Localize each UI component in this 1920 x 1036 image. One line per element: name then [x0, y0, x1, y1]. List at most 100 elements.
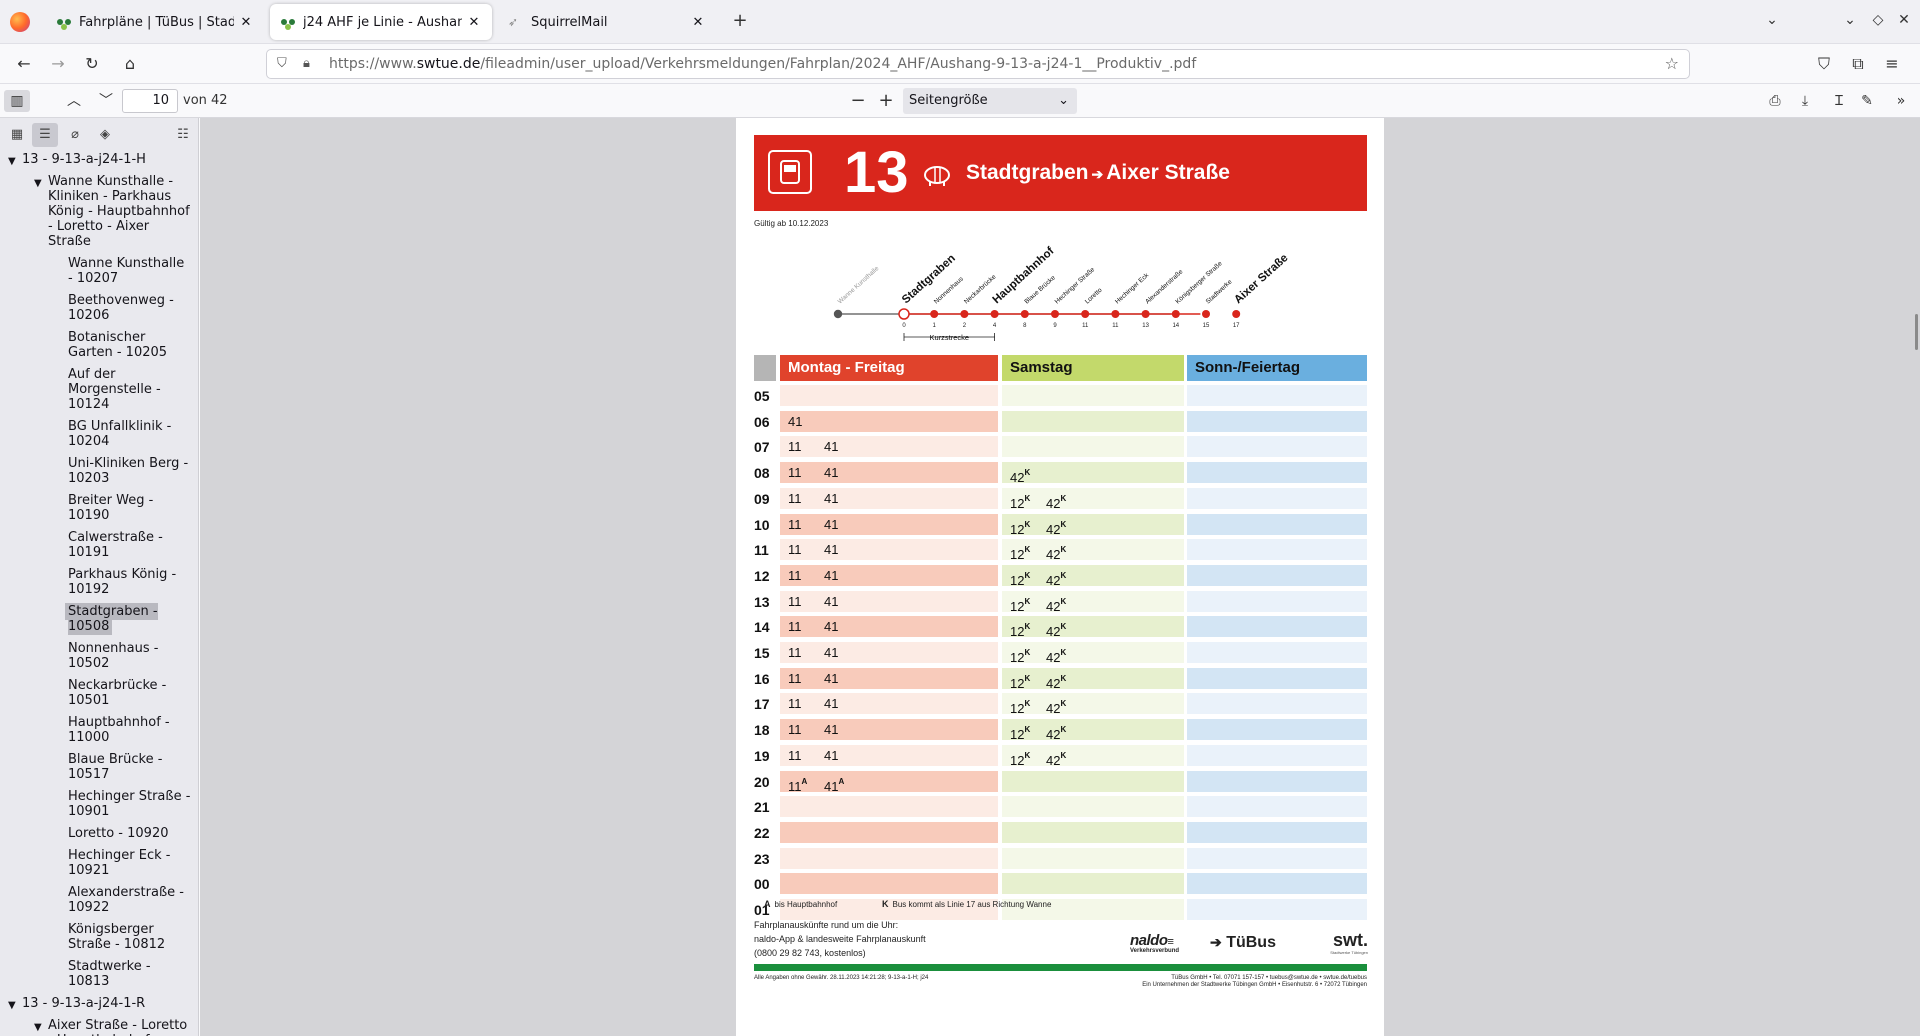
departures-cell: [780, 796, 998, 818]
outline-item[interactable]: ▼ Wanne Kunsthalle - Kliniken - Parkhaus …: [0, 174, 198, 249]
bus-icon: [768, 150, 812, 194]
list-tabs-icon[interactable]: ⌄: [1766, 12, 1778, 28]
bookmark-star-icon[interactable]: ☆: [1664, 54, 1679, 73]
draw-icon[interactable]: ✎: [1861, 93, 1873, 109]
stop-name: Hauptbahnhof: [991, 245, 1057, 306]
departure-minute: 11: [788, 745, 824, 767]
outline-item[interactable]: BG Unfallklinik - 10204: [0, 419, 198, 449]
url-bar[interactable]: ⛉ 🔒︎ https://www.swtue.de/fileadmin/user…: [266, 49, 1690, 79]
extensions-icon[interactable]: ⧉: [1852, 54, 1864, 73]
sidebar-toggle-icon[interactable]: ▥: [4, 90, 30, 112]
minute-value: 41: [824, 778, 839, 794]
outline-item[interactable]: Stadtgraben - 10508: [0, 603, 198, 635]
outline-item[interactable]: Breiter Weg - 10190: [0, 493, 198, 523]
outline-item[interactable]: Loretto - 10920: [0, 826, 198, 841]
forward-icon[interactable]: →: [51, 54, 65, 73]
departure-minute: 41: [824, 565, 860, 587]
departures-cell: [780, 821, 998, 843]
departures-cell: 12K 42K: [1002, 590, 1184, 614]
timetable-row: 20 11A 41A: [754, 770, 1367, 795]
minute-value: 41: [788, 413, 803, 429]
tab-fahrplaene[interactable]: Fahrpläne | TüBus | Stadtv ✕: [46, 4, 264, 40]
minute-note: A: [838, 776, 845, 786]
outline-item-label: Nonnenhaus - 10502: [68, 641, 159, 671]
outline-item[interactable]: Alexanderstraße - 10922: [0, 885, 198, 915]
save-icon[interactable]: ⤓: [1801, 93, 1809, 109]
stop-minutes: 15: [1203, 323, 1210, 329]
outline-item[interactable]: Uni-Kliniken Berg - 10203: [0, 456, 198, 486]
new-tab-icon[interactable]: +: [732, 10, 748, 31]
route-from: Stadtgraben: [966, 161, 1089, 184]
page-number-input[interactable]: 10: [122, 89, 178, 113]
departures-cell: 12K 42K: [1002, 564, 1184, 588]
departure-minute: 12K: [1010, 591, 1046, 618]
zoom-out-icon[interactable]: −: [850, 90, 866, 111]
pdf-viewer[interactable]: 13 Stadtgraben ➔ Aixer Straße Gültig ab 10…: [200, 118, 1920, 1036]
departures-cell: 12K 42K: [1002, 667, 1184, 691]
outline-item[interactable]: Nonnenhaus - 10502: [0, 641, 198, 671]
outline-item[interactable]: Hechinger Straße - 10901: [0, 789, 198, 819]
close-tab-icon[interactable]: ✕: [240, 14, 252, 30]
outline-item[interactable]: Beethovenweg - 10206: [0, 293, 198, 323]
attachments-icon[interactable]: ⌀: [71, 127, 79, 142]
outline-item-label: Beethovenweg - 10206: [68, 293, 174, 323]
tab-aushang[interactable]: j24 AHF je Linie - Aushang ✕: [270, 4, 492, 40]
outline-item[interactable]: ▼ 13 - 9-13-a-j24-1-H: [0, 152, 198, 167]
minute-value: 11: [788, 465, 802, 481]
shield-icon[interactable]: ⛉: [277, 56, 287, 71]
more-tools-icon[interactable]: »: [1896, 93, 1906, 109]
outline-item[interactable]: Calwerstraße - 10191: [0, 530, 198, 560]
zoom-select[interactable]: Seitengröße ⌄: [903, 88, 1077, 114]
previous-page-icon[interactable]: ︿: [67, 93, 81, 109]
footnote-text: bis Hauptbahnhof: [774, 900, 838, 909]
back-icon[interactable]: ←: [17, 54, 31, 73]
route-arrow-icon: ➔: [1091, 166, 1104, 182]
zoom-in-icon[interactable]: +: [878, 90, 894, 111]
next-page-icon[interactable]: ﹀: [99, 93, 113, 109]
restore-icon[interactable]: ◇: [1872, 12, 1884, 28]
minute-note: K: [1024, 699, 1031, 709]
expand-triangle-icon[interactable]: ▼: [34, 178, 42, 189]
minimize-icon[interactable]: ⌄: [1844, 12, 1856, 28]
chevron-down-icon: ⌄: [1058, 93, 1069, 108]
outline-item[interactable]: Hechinger Eck - 10921: [0, 848, 198, 878]
outline-item[interactable]: Hauptbahnhof - 11000: [0, 715, 198, 745]
layers-icon[interactable]: ◈: [100, 127, 110, 142]
stop-name: Nonnenhaus: [933, 275, 966, 305]
lock-icon[interactable]: 🔒︎: [303, 56, 310, 71]
outline-item[interactable]: ▼ 13 - 9-13-a-j24-1-R: [0, 996, 198, 1011]
outline-item[interactable]: Botanischer Garten - 10205: [0, 330, 198, 360]
timetable-row: 11 11 41 12K 42K: [754, 539, 1367, 563]
departures-cell: 11 41: [780, 487, 998, 509]
outline-item[interactable]: Wanne Kunsthalle - 10207: [0, 256, 198, 286]
close-tab-icon[interactable]: ✕: [692, 14, 704, 30]
tab-squirrelmail[interactable]: ➶ SquirrelMail ✕: [498, 4, 716, 40]
outline-item[interactable]: ▼ Aixer Straße - Loretto - Hauptbahnhof P…: [0, 1018, 198, 1036]
outline-item[interactable]: Königsberger Straße - 10812: [0, 922, 198, 952]
menu-icon[interactable]: ≡: [1885, 54, 1899, 73]
departures-cell: 12K 42K: [1002, 719, 1184, 742]
close-tab-icon[interactable]: ✕: [468, 14, 480, 30]
pocket-icon[interactable]: ⛉: [1817, 54, 1830, 73]
scrollbar-thumb[interactable]: [1915, 314, 1918, 350]
expand-triangle-icon[interactable]: ▼: [34, 1022, 42, 1033]
print-icon[interactable]: ⎙: [1769, 93, 1781, 109]
outline-icon[interactable]: ☰: [32, 123, 58, 147]
outline-item[interactable]: Parkhaus König - 10192: [0, 567, 198, 597]
reload-icon[interactable]: ↻: [85, 54, 99, 73]
home-icon[interactable]: ⌂: [124, 54, 136, 73]
departures-cell: 12K 42K: [1002, 744, 1184, 768]
outline-item[interactable]: Auf der Morgenstelle - 10124: [0, 367, 198, 412]
outline-item[interactable]: Blaue Brücke - 10517: [0, 752, 198, 782]
departures-cell: 11 41: [780, 667, 998, 689]
outline-item[interactable]: Neckarbrücke - 10501: [0, 678, 198, 708]
firefox-icon[interactable]: [10, 12, 30, 32]
text-tool-icon[interactable]: Ɪ: [1835, 93, 1843, 109]
expand-outline-icon[interactable]: ☷: [177, 127, 189, 142]
minute-note: K: [1060, 648, 1067, 657]
thumbnails-icon[interactable]: ▦: [10, 127, 24, 142]
outline-item[interactable]: Stadtwerke - 10813: [0, 959, 198, 989]
expand-triangle-icon[interactable]: ▼: [8, 1000, 16, 1011]
close-window-icon[interactable]: ✕: [1898, 12, 1910, 28]
expand-triangle-icon[interactable]: ▼: [8, 156, 16, 167]
